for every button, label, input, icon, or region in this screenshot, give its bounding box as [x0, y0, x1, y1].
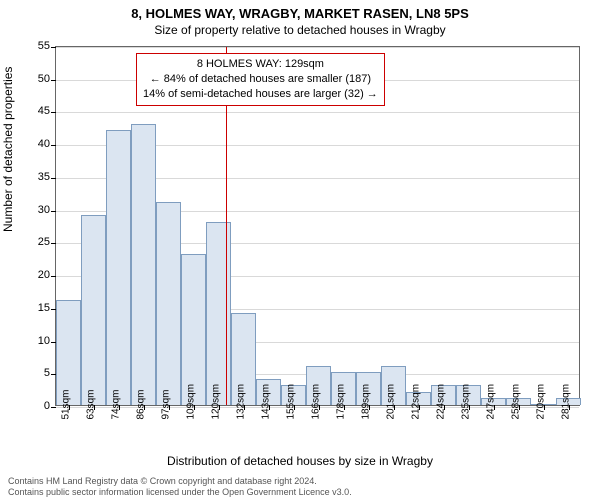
y-tick — [51, 145, 56, 146]
y-tick-label: 25 — [20, 236, 50, 248]
histogram-bar — [181, 254, 206, 405]
page-title: 8, HOLMES WAY, WRAGBY, MARKET RASEN, LN8… — [0, 0, 600, 21]
y-tick-label: 40 — [20, 138, 50, 150]
histogram-bar — [156, 202, 181, 405]
y-tick-label: 30 — [20, 204, 50, 216]
y-tick-label: 15 — [20, 302, 50, 314]
y-tick — [51, 112, 56, 113]
annotation-callout: 8 HOLMES WAY: 129sqm ← 84% of detached ho… — [136, 53, 385, 106]
y-tick-label: 55 — [20, 40, 50, 52]
plot-area: 8 HOLMES WAY: 129sqm ← 84% of detached ho… — [55, 46, 580, 406]
y-tick-label: 0 — [20, 400, 50, 412]
histogram-bar — [131, 124, 156, 405]
chart-container: 8, HOLMES WAY, WRAGBY, MARKET RASEN, LN8… — [0, 0, 600, 500]
histogram-bar — [106, 130, 131, 405]
y-tick — [51, 211, 56, 212]
chart-area: 8 HOLMES WAY: 129sqm ← 84% of detached ho… — [55, 46, 580, 406]
footer-line1: Contains HM Land Registry data © Crown c… — [8, 476, 317, 486]
footer-line2: Contains public sector information licen… — [8, 487, 352, 497]
gridline — [56, 112, 579, 113]
y-tick-label: 45 — [20, 105, 50, 117]
histogram-bar — [206, 222, 231, 405]
y-tick-label: 5 — [20, 367, 50, 379]
gridline — [56, 47, 579, 48]
annotation-line2: ← 84% of detached houses are smaller (18… — [150, 73, 371, 85]
x-axis-label: Distribution of detached houses by size … — [0, 454, 600, 468]
y-tick — [51, 47, 56, 48]
y-tick — [51, 407, 56, 408]
y-tick-label: 35 — [20, 171, 50, 183]
y-tick-label: 20 — [20, 269, 50, 281]
y-tick-label: 10 — [20, 335, 50, 347]
annotation-line1: 8 HOLMES WAY: 129sqm — [197, 58, 324, 70]
footer-attribution: Contains HM Land Registry data © Crown c… — [8, 476, 352, 498]
y-axis-label: Number of detached properties — [1, 67, 15, 232]
page-subtitle: Size of property relative to detached ho… — [0, 21, 600, 37]
y-tick — [51, 243, 56, 244]
y-tick — [51, 276, 56, 277]
y-tick — [51, 178, 56, 179]
annotation-line3: 14% of semi-detached houses are larger (… — [143, 88, 378, 100]
y-tick — [51, 80, 56, 81]
histogram-bar — [81, 215, 106, 405]
y-tick-label: 50 — [20, 73, 50, 85]
